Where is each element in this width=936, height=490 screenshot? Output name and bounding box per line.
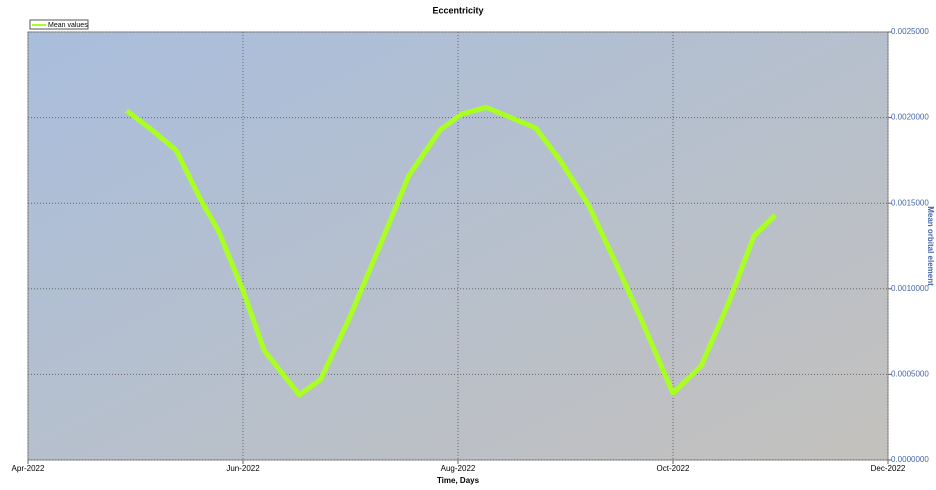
x-tick-label: Apr-2022: [12, 464, 45, 473]
y-tick-label: 0.0015000: [891, 198, 929, 207]
x-axis-label: Time, Days: [437, 476, 480, 485]
y-tick-label: 0.0005000: [891, 370, 929, 379]
x-tick-label: Jun-2022: [226, 464, 260, 473]
x-tick-label: Dec-2022: [871, 464, 906, 473]
data-line: [125, 104, 777, 398]
y-tick-label: 0.0010000: [891, 284, 929, 293]
legend-box: [29, 19, 89, 30]
x-tick-label: Oct-2022: [657, 464, 690, 473]
y-axis-label: Mean orbital element: [926, 206, 935, 286]
y-tick-label: 0.0000000: [891, 455, 929, 464]
y-tick-label: 0.0020000: [891, 113, 929, 122]
legend-label: Mean values: [48, 22, 88, 29]
y-tick-label: 0.0025000: [891, 27, 929, 36]
x-tick-label: Aug-2022: [441, 464, 476, 473]
chart-title: Eccentricity: [432, 5, 483, 15]
plot-area: [27, 31, 889, 461]
